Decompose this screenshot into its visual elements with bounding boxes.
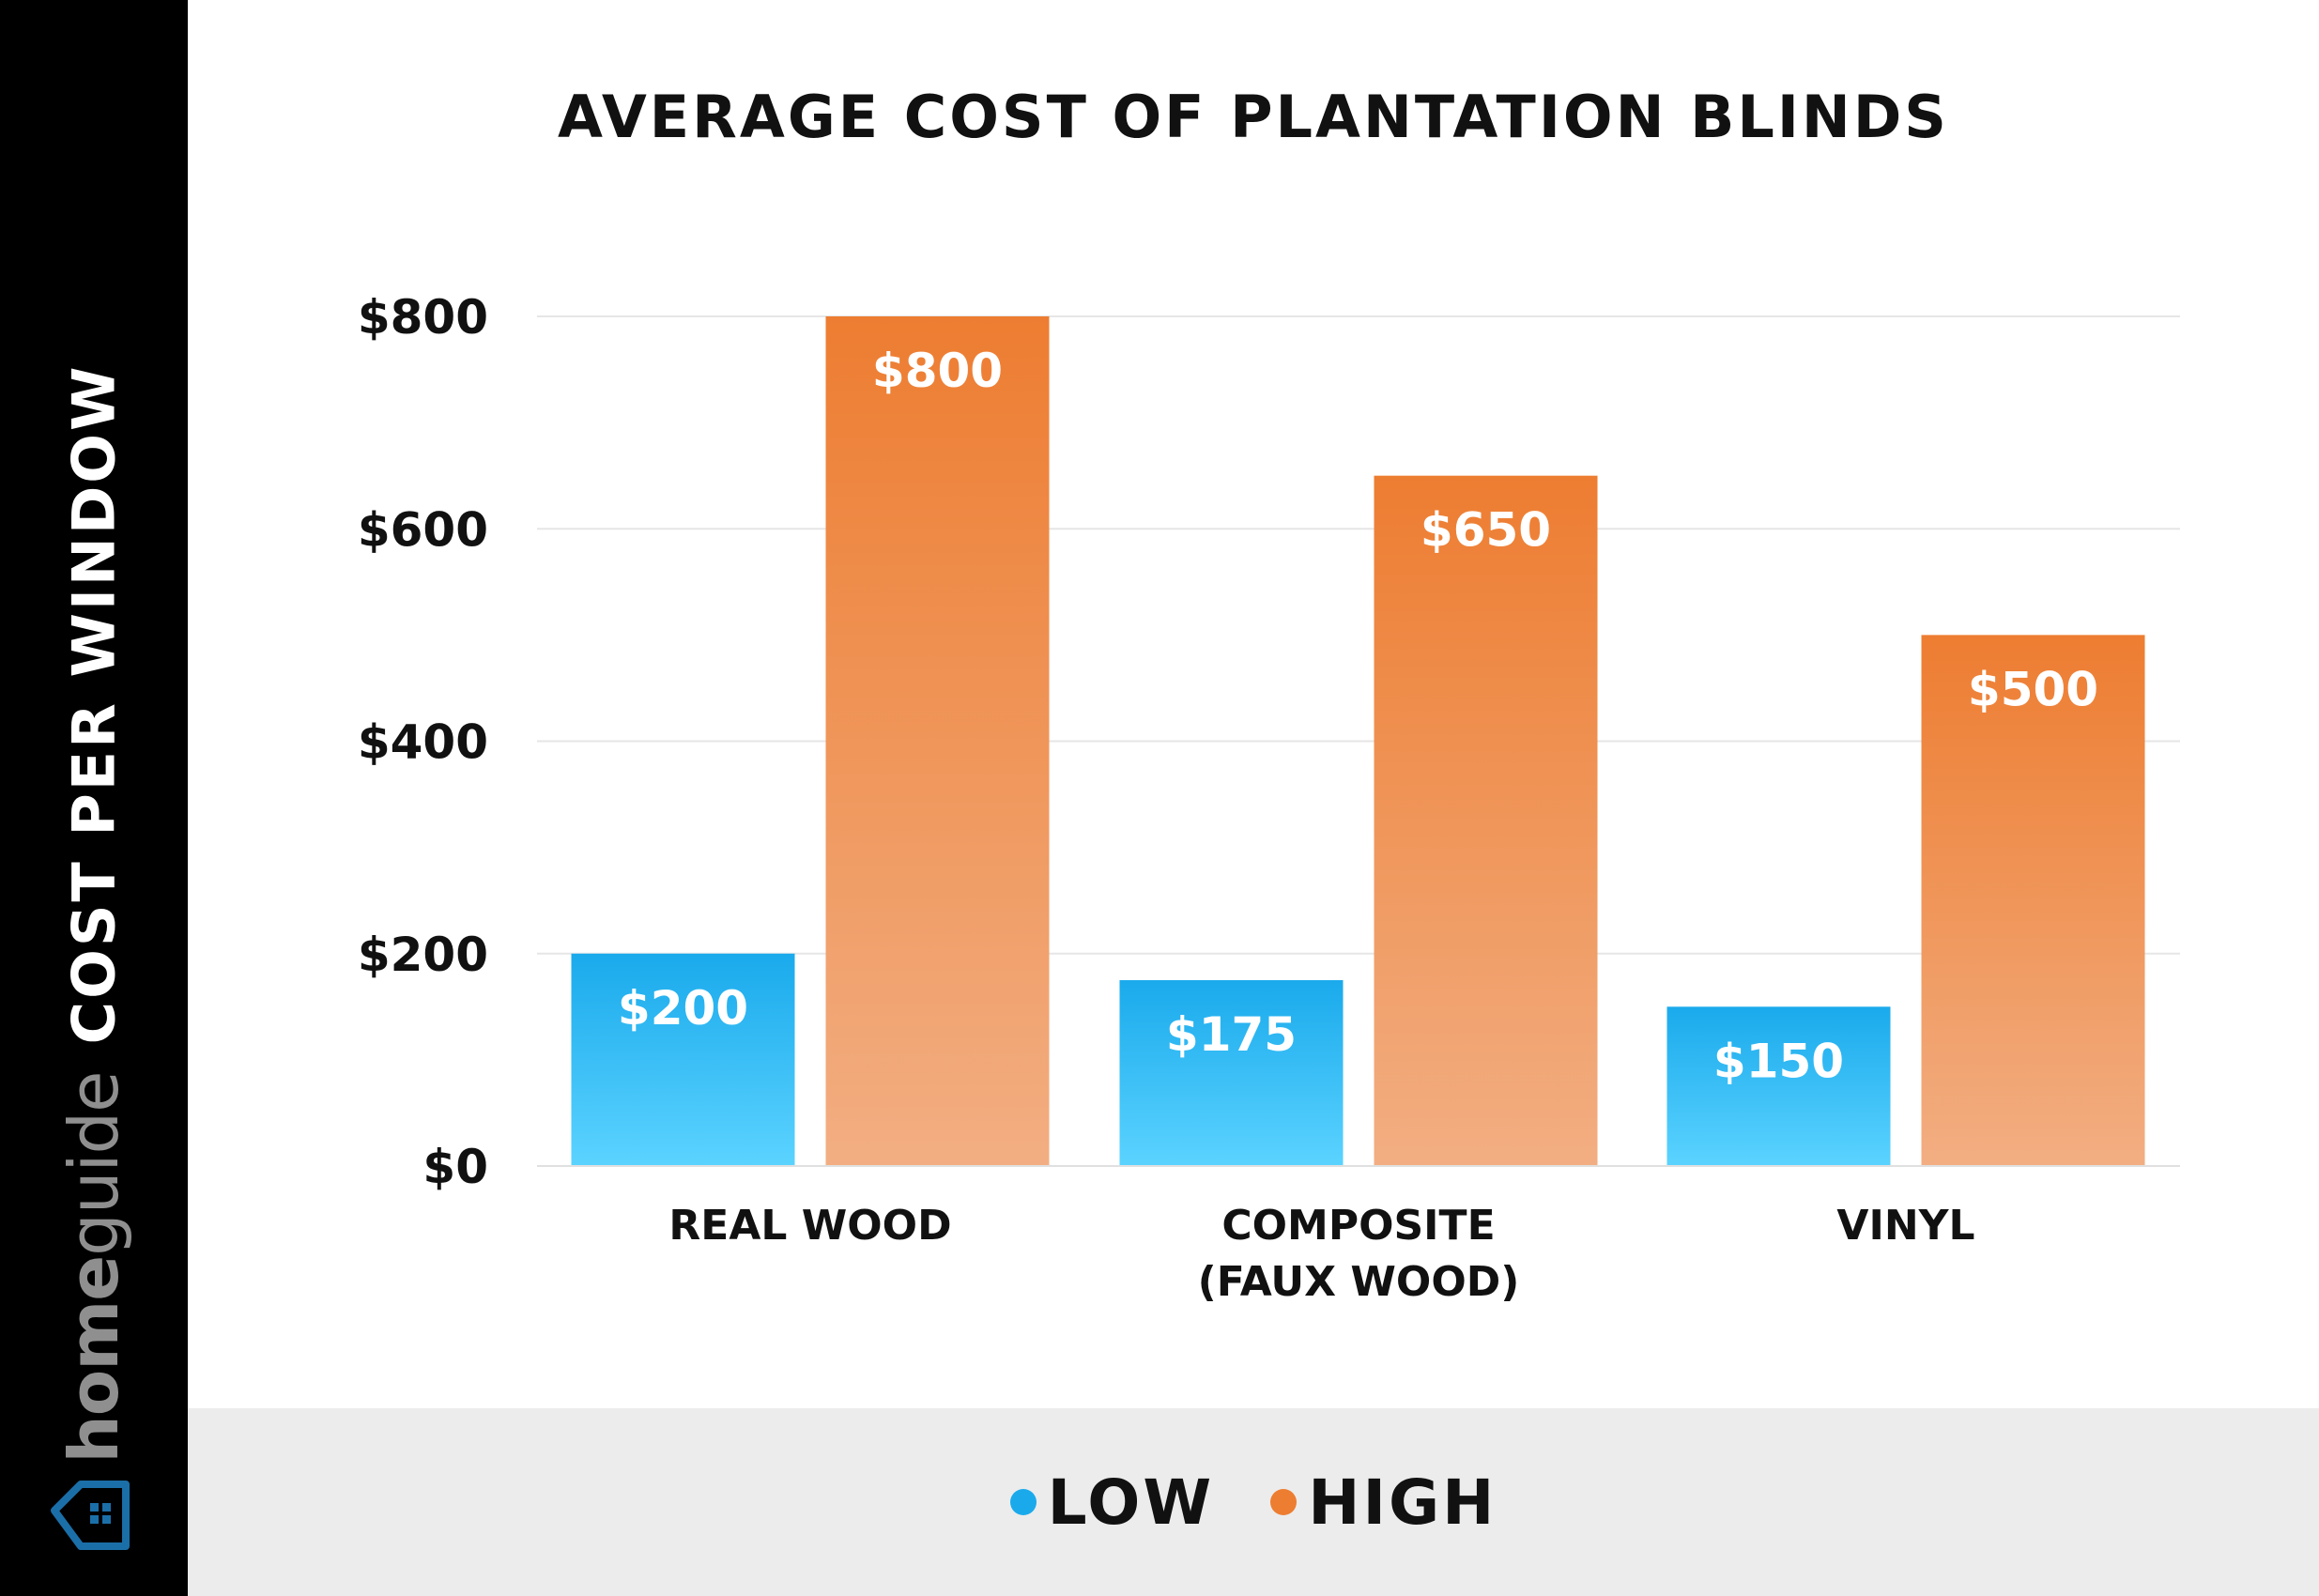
bar-high bbox=[825, 316, 1050, 1166]
y-tick-label: $0 bbox=[422, 1140, 488, 1194]
legend-label-high: HIGH bbox=[1308, 1466, 1497, 1539]
legend-item-high: HIGH bbox=[1270, 1466, 1497, 1539]
bar-low bbox=[1119, 980, 1344, 1166]
bar-high bbox=[1374, 475, 1598, 1166]
bar-chart: $0 $200 $400 $600 $800 $200 $800 REAL WOOD $175 $… bbox=[358, 290, 2180, 1306]
legend-label-low: LOW bbox=[1047, 1466, 1215, 1539]
legend-dot-high bbox=[1270, 1489, 1298, 1515]
x-tick-label: VINYL bbox=[1836, 1202, 1974, 1250]
house-logo-icon bbox=[51, 1481, 130, 1550]
bar-high bbox=[1921, 635, 2145, 1166]
x-tick-label: COMPOSITE bbox=[1221, 1202, 1495, 1250]
legend-bar: LOW HIGH bbox=[188, 1408, 2319, 1596]
data-label-high: $650 bbox=[1421, 503, 1551, 558]
x-tick-label: REAL WOOD bbox=[668, 1202, 951, 1250]
y-tick-label: $800 bbox=[358, 290, 488, 345]
legend: LOW HIGH bbox=[188, 1408, 2319, 1596]
data-label-high: $800 bbox=[872, 344, 1003, 398]
bar-low bbox=[571, 953, 795, 1166]
legend-item-low: LOW bbox=[1009, 1466, 1215, 1539]
data-label-low: $150 bbox=[1713, 1034, 1844, 1088]
y-tick-label: $200 bbox=[358, 928, 488, 982]
x-tick-label: (FAUX WOOD) bbox=[1198, 1258, 1520, 1306]
data-label-low: $175 bbox=[1166, 1007, 1297, 1062]
bar-low bbox=[1666, 1006, 1891, 1166]
data-label-low: $200 bbox=[618, 981, 748, 1036]
chart-title: AVERAGE COST OF PLANTATION BLINDS bbox=[558, 83, 1949, 151]
y-tick-label: $600 bbox=[358, 502, 488, 557]
sidebar: COST PER WINDOW homeguide bbox=[0, 0, 188, 1596]
data-label-high: $500 bbox=[1968, 662, 2098, 716]
y-tick-label: $400 bbox=[358, 715, 488, 770]
legend-dot-low bbox=[1009, 1489, 1037, 1515]
